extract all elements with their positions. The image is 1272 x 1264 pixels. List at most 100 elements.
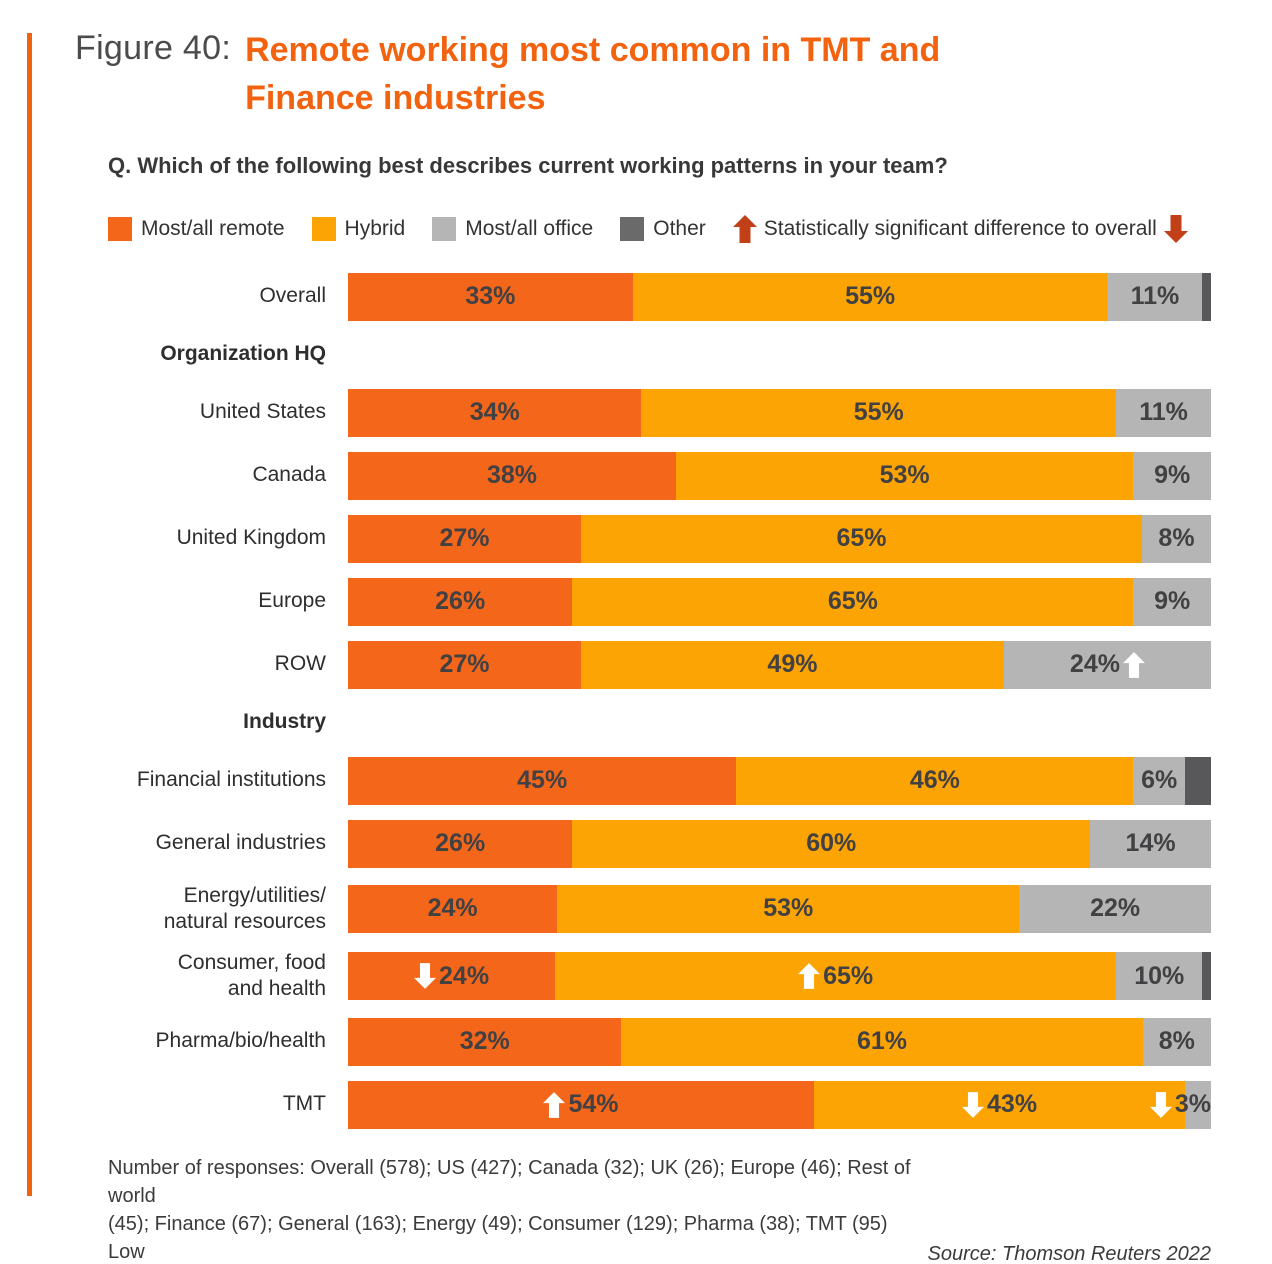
legend-swatch-other [620,216,645,241]
segment-remote: 45% [348,756,737,805]
segment-hybrid: 55% [641,388,1117,437]
significant-up-icon [1122,651,1145,678]
stacked-bar: 32% 61% 8% [348,1017,1211,1066]
segment-hybrid: 53% [557,884,1020,933]
segment-remote: 24% [348,884,558,933]
segment-office: 9% [1133,451,1211,500]
segment-value: 27% [439,524,490,553]
segment-other [1202,272,1212,321]
segment-hybrid: 53% [675,451,1134,500]
row-label: Pharma/bio/health [155,1029,326,1053]
figure-title-row: Figure 40: Remote working most common in… [0,0,1272,123]
responses-footnote: Number of responses: Overall (578); US (… [108,1156,911,1263]
row-label: Overall [259,284,326,308]
stacked-bar: 45% 46% 6% [348,756,1211,805]
segment-value: 11% [1130,282,1180,311]
row-label: Canada [252,463,326,487]
segment-remote: 26% [348,577,573,626]
significance-label: Statistically significant difference to … [763,216,1157,240]
stacked-bar: 27% 49% 24% [348,640,1212,689]
source-text: Source: Thomson Reuters 2022 [927,1242,1212,1264]
segment-hybrid: 65% [581,514,1142,563]
segment-value: 9% [1154,461,1191,490]
significant-up-icon [543,1091,566,1118]
segment-value: 8% [1158,524,1195,553]
row-label: General industries [155,831,326,855]
bar-row: Europe 26% 65% 9% [108,577,1211,626]
segment-value: 24% [427,894,478,923]
bar-row: Consumer, food and health 24% 65% 10% [108,950,1211,1003]
segment-remote: 27% [348,640,582,689]
bar-row: Canada 38% 53% 9% [108,451,1211,500]
row-label: United States [199,400,326,424]
significance-down-icon [1163,214,1188,243]
segment-value: 53% [763,894,814,923]
stacked-bar: 34% 55% 11% [348,388,1212,437]
segment-value: 55% [853,398,904,427]
legend-swatch-office [432,216,457,241]
segment-remote: 38% [348,451,676,500]
legend: Most/all remote Hybrid Most/all office Othe… [108,214,1272,243]
chart-title-line1: Remote working most common in TMT and [245,31,941,69]
segment-office: 9% [1133,577,1211,626]
segment-value: 65% [827,587,878,616]
bar-row: TMT 54% 43% 3% [108,1080,1211,1129]
significance-up-icon [732,214,757,243]
segment-value: 34% [469,398,520,427]
segment-value: 38% [486,461,537,490]
segment-office: 3% [1149,1080,1211,1129]
stacked-bar: 26% 60% 14% [348,819,1211,868]
segment-remote: 33% [348,272,633,321]
legend-item-label: Hybrid [344,216,406,240]
segment-office: 14% [1090,819,1211,868]
segment-value: 49% [767,650,818,679]
segment-hybrid: 65% [555,952,1117,1001]
survey-question: Q. Which of the following best describes… [108,152,948,178]
legend-swatch-hybrid [311,216,336,241]
bar-row: Financial institutions 45% 46% 6% [108,756,1211,805]
footer: Number of responses: Overall (578); US (… [108,1154,1211,1264]
section-row: Organization HQ [108,336,1211,374]
segment-office: 24% [1003,640,1212,689]
row-label: Europe [258,589,326,613]
bar-row: Energy/utilities/ natural resources 24% 53… [108,883,1212,936]
segment-value: 27% [439,650,490,679]
legend-item-office: Most/all office [432,216,593,241]
segment-other [1185,756,1211,805]
segment-value: 55% [845,282,896,311]
segment-value: 60% [806,829,857,858]
segment-value: 45% [517,766,568,795]
segment-value: 65% [836,524,887,553]
segment-office: 11% [1116,388,1212,437]
chart-title: Remote working most common in TMT and Fi… [245,26,940,123]
segment-remote: 27% [348,514,582,563]
segment-hybrid: 61% [621,1017,1143,1066]
segment-office: 8% [1142,1017,1211,1066]
significant-up-icon [798,963,821,990]
segment-value: 11% [1139,398,1188,427]
segment-office: 22% [1019,884,1212,933]
row-label: ROW [274,652,326,676]
bar-row: Pharma/bio/health 32% 61% 8% [108,1017,1211,1066]
section-row: Industry [108,704,1211,742]
segment-value: 26% [435,587,486,616]
legend-item-remote: Most/all remote [108,216,285,241]
segment-remote: 32% [348,1017,622,1066]
legend-item-label: Most/all remote [141,216,285,240]
segment-value: 53% [879,461,930,490]
segment-value: 6% [1141,766,1178,795]
segment-value: 24% [439,961,490,990]
accent-line [27,33,32,1196]
stacked-bar: 27% 65% 8% [348,514,1212,563]
row-label: Energy/utilities/ natural resources [163,883,326,933]
chart-title-line2: Finance industries [245,79,546,118]
segment-hybrid: 46% [736,756,1134,805]
segment-value: 46% [909,766,960,795]
row-label: Financial institutions [136,768,326,792]
segment-value: 32% [459,1027,510,1056]
segment-other [1202,952,1211,1001]
segment-hybrid: 43% [814,1080,1186,1129]
bar-row: ROW 27% 49% 24% [108,640,1212,689]
stacked-bar: 24% 53% 22% [348,884,1212,933]
